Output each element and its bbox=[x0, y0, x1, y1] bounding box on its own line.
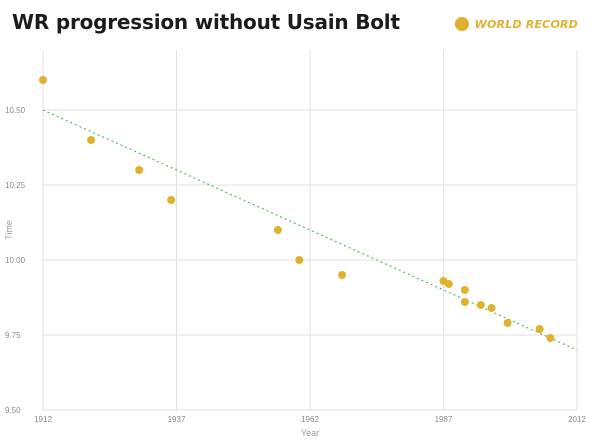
y-tick-label: 9.75 bbox=[5, 331, 21, 340]
y-tick-label: 10.50 bbox=[5, 106, 26, 115]
x-tick-label: 1987 bbox=[435, 415, 453, 424]
data-point[interactable] bbox=[87, 136, 96, 144]
x-tick-label: 1962 bbox=[301, 415, 319, 424]
data-point[interactable] bbox=[273, 226, 282, 234]
data-point[interactable] bbox=[546, 334, 555, 342]
data-point[interactable] bbox=[338, 271, 347, 279]
y-tick-label: 10.00 bbox=[5, 256, 26, 265]
data-point[interactable] bbox=[295, 256, 304, 264]
data-point[interactable] bbox=[460, 286, 469, 294]
data-point[interactable] bbox=[476, 301, 485, 309]
data-point[interactable] bbox=[487, 304, 496, 312]
chart-title: WR progression without Usain Bolt bbox=[12, 10, 400, 34]
data-point[interactable] bbox=[460, 298, 469, 306]
data-point[interactable] bbox=[444, 280, 453, 288]
y-tick-label: 9.50 bbox=[5, 406, 21, 415]
data-point[interactable] bbox=[503, 319, 512, 327]
x-tick-label: 1937 bbox=[168, 415, 186, 424]
x-tick-label: 1912 bbox=[34, 415, 52, 424]
y-axis-label: Time bbox=[4, 220, 14, 240]
data-point[interactable] bbox=[167, 196, 176, 204]
data-point[interactable] bbox=[135, 166, 144, 174]
legend: WORLD RECORD bbox=[454, 17, 578, 31]
grid-lines bbox=[42, 50, 578, 411]
tick-labels: 9.50 9.75 10.00 10.25 10.50 1912 1937 1962 1987 2… bbox=[5, 106, 586, 424]
data-point[interactable] bbox=[535, 325, 544, 333]
y-tick-label: 10.25 bbox=[5, 181, 26, 190]
data-points bbox=[39, 76, 555, 342]
legend-label: WORLD RECORD bbox=[474, 17, 578, 31]
x-tick-label: 2012 bbox=[568, 415, 586, 424]
legend-marker-icon bbox=[454, 17, 469, 31]
data-point[interactable] bbox=[39, 76, 47, 84]
x-axis-label: Year bbox=[301, 428, 319, 438]
